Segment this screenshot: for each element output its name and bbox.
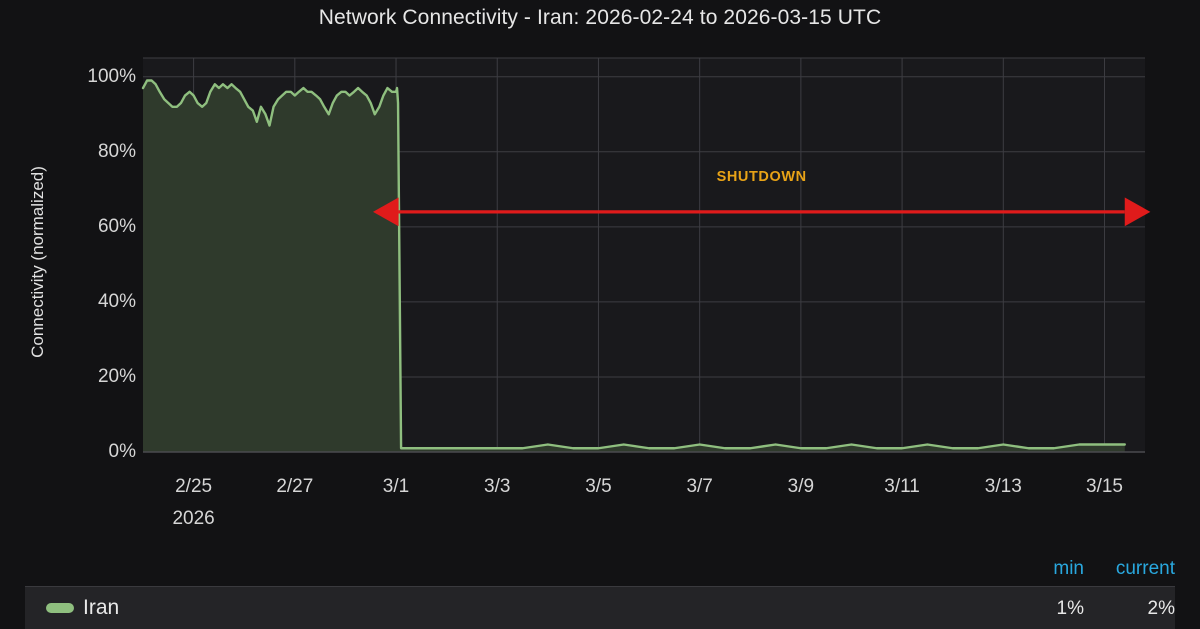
shutdown-annotation-label: SHUTDOWN (716, 169, 807, 186)
y-tick-label: 0% (108, 441, 136, 462)
x-tick-label: 2/27 (276, 476, 314, 497)
legend-header: min current (0, 555, 1200, 585)
chart-plot-area: Connectivity (normalized) 0% 20% 40% 60% 80%… (28, 0, 1151, 555)
chart-title: Network Connectivity - Iran: 2026-02-24 … (318, 6, 882, 29)
y-tick-label: 80% (97, 140, 136, 162)
legend-col-min: min (1053, 558, 1084, 579)
legend-col-current: current (1115, 558, 1175, 579)
x-tick-label: 3/7 (686, 476, 713, 497)
y-tick-label: 20% (97, 365, 136, 387)
x-tick-label: 3/9 (787, 476, 815, 497)
y-axis-ticks: 0% 20% 40% 60% 80% 100% (58, 0, 136, 555)
legend-row-iran[interactable]: Iran 1% 2% (25, 586, 1175, 629)
x-tick-label: 3/5 (585, 476, 612, 497)
x-tick-label: 3/11 (884, 476, 920, 497)
y-tick-label: 40% (97, 290, 136, 312)
x-axis-year-label: 2026 (172, 508, 215, 529)
x-tick-label: 3/15 (1086, 476, 1123, 497)
x-tick-label: 3/3 (484, 476, 511, 497)
x-tick-label: 3/13 (984, 476, 1022, 497)
y-tick-label: 100% (87, 65, 136, 87)
legend-color-swatch (46, 603, 74, 613)
series-area-fill (143, 80, 1125, 452)
x-tick-label: 2/25 (175, 476, 213, 497)
x-tick-label: 3/1 (382, 476, 410, 497)
legend-value-current: 2% (1147, 598, 1175, 619)
series-line (141, 79, 1126, 450)
legend-series-name: Iran (83, 596, 120, 619)
y-tick-label: 60% (97, 215, 136, 237)
legend-value-min: 1% (1056, 598, 1084, 619)
plot-svg (141, 57, 1151, 453)
